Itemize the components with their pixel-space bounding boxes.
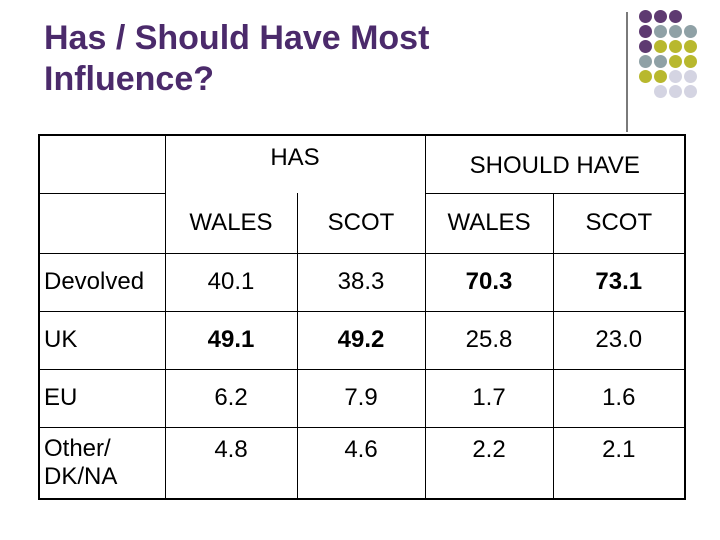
table-row: Devolved 40.1 38.3 70.3 73.1	[38, 253, 687, 312]
sub-header-should-scot: SCOT	[553, 193, 687, 254]
cell-value: 38.3	[297, 253, 426, 312]
decorative-dot	[654, 40, 667, 53]
group-header-should-have: SHOULD HAVE	[425, 134, 687, 194]
corner-cell-lower	[38, 193, 166, 254]
cell-value: 1.7	[425, 369, 554, 428]
decorative-dot	[669, 70, 682, 83]
decorative-dot	[669, 40, 682, 53]
cell-value: 70.3	[425, 253, 554, 312]
row-label: EU	[38, 369, 166, 428]
row-label: Devolved	[38, 253, 166, 312]
decorative-dot	[639, 10, 652, 23]
decorative-dot	[654, 85, 667, 98]
table-row: Other/ DK/NA 4.8 4.6 2.2 2.1	[38, 427, 687, 500]
cell-value: 40.1	[165, 253, 298, 312]
influence-table: HAS SHOULD HAVE WALES SCOT WALES SCOT De…	[38, 134, 687, 500]
decorative-dot	[669, 25, 682, 38]
cell-value: 2.2	[425, 427, 554, 500]
group-header-row: HAS SHOULD HAVE	[38, 134, 687, 194]
cell-value: 6.2	[165, 369, 298, 428]
decorative-divider	[626, 12, 628, 132]
corner-cell	[38, 134, 166, 194]
decorative-dot	[639, 70, 652, 83]
decorative-dot	[669, 55, 682, 68]
cell-value: 49.2	[297, 311, 426, 370]
decorative-dot	[654, 70, 667, 83]
decorative-dot	[639, 55, 652, 68]
cell-value: 2.1	[553, 427, 687, 500]
decorative-dot	[669, 85, 682, 98]
cell-value: 25.8	[425, 311, 554, 370]
cell-value: 7.9	[297, 369, 426, 428]
sub-header-has-wales: WALES	[165, 193, 298, 254]
decorative-dot	[669, 10, 682, 23]
row-label: Other/ DK/NA	[38, 427, 166, 500]
sub-header-row: WALES SCOT WALES SCOT	[38, 193, 687, 254]
sub-header-should-wales: WALES	[425, 193, 554, 254]
decorative-dot	[654, 25, 667, 38]
decorative-dot	[684, 55, 697, 68]
row-label: UK	[38, 311, 166, 370]
decorative-dot	[639, 40, 652, 53]
cell-value: 49.1	[165, 311, 298, 370]
decorative-dot	[639, 25, 652, 38]
group-header-has: HAS	[165, 134, 426, 193]
table-row: EU 6.2 7.9 1.7 1.6	[38, 369, 687, 428]
cell-value: 73.1	[553, 253, 687, 312]
cell-value: 4.8	[165, 427, 298, 500]
decorative-dot	[654, 55, 667, 68]
decorative-dot	[654, 10, 667, 23]
table-row: UK 49.1 49.2 25.8 23.0	[38, 311, 687, 370]
cell-value: 4.6	[297, 427, 426, 500]
decorative-dot	[684, 40, 697, 53]
decorative-dot	[684, 70, 697, 83]
slide-title: Has / Should Have Most Influence?	[44, 19, 430, 98]
cell-value: 23.0	[553, 311, 687, 370]
decorative-dot	[684, 85, 697, 98]
sub-header-has-scot: SCOT	[297, 193, 426, 254]
cell-value: 1.6	[553, 369, 687, 428]
decorative-dot	[684, 25, 697, 38]
